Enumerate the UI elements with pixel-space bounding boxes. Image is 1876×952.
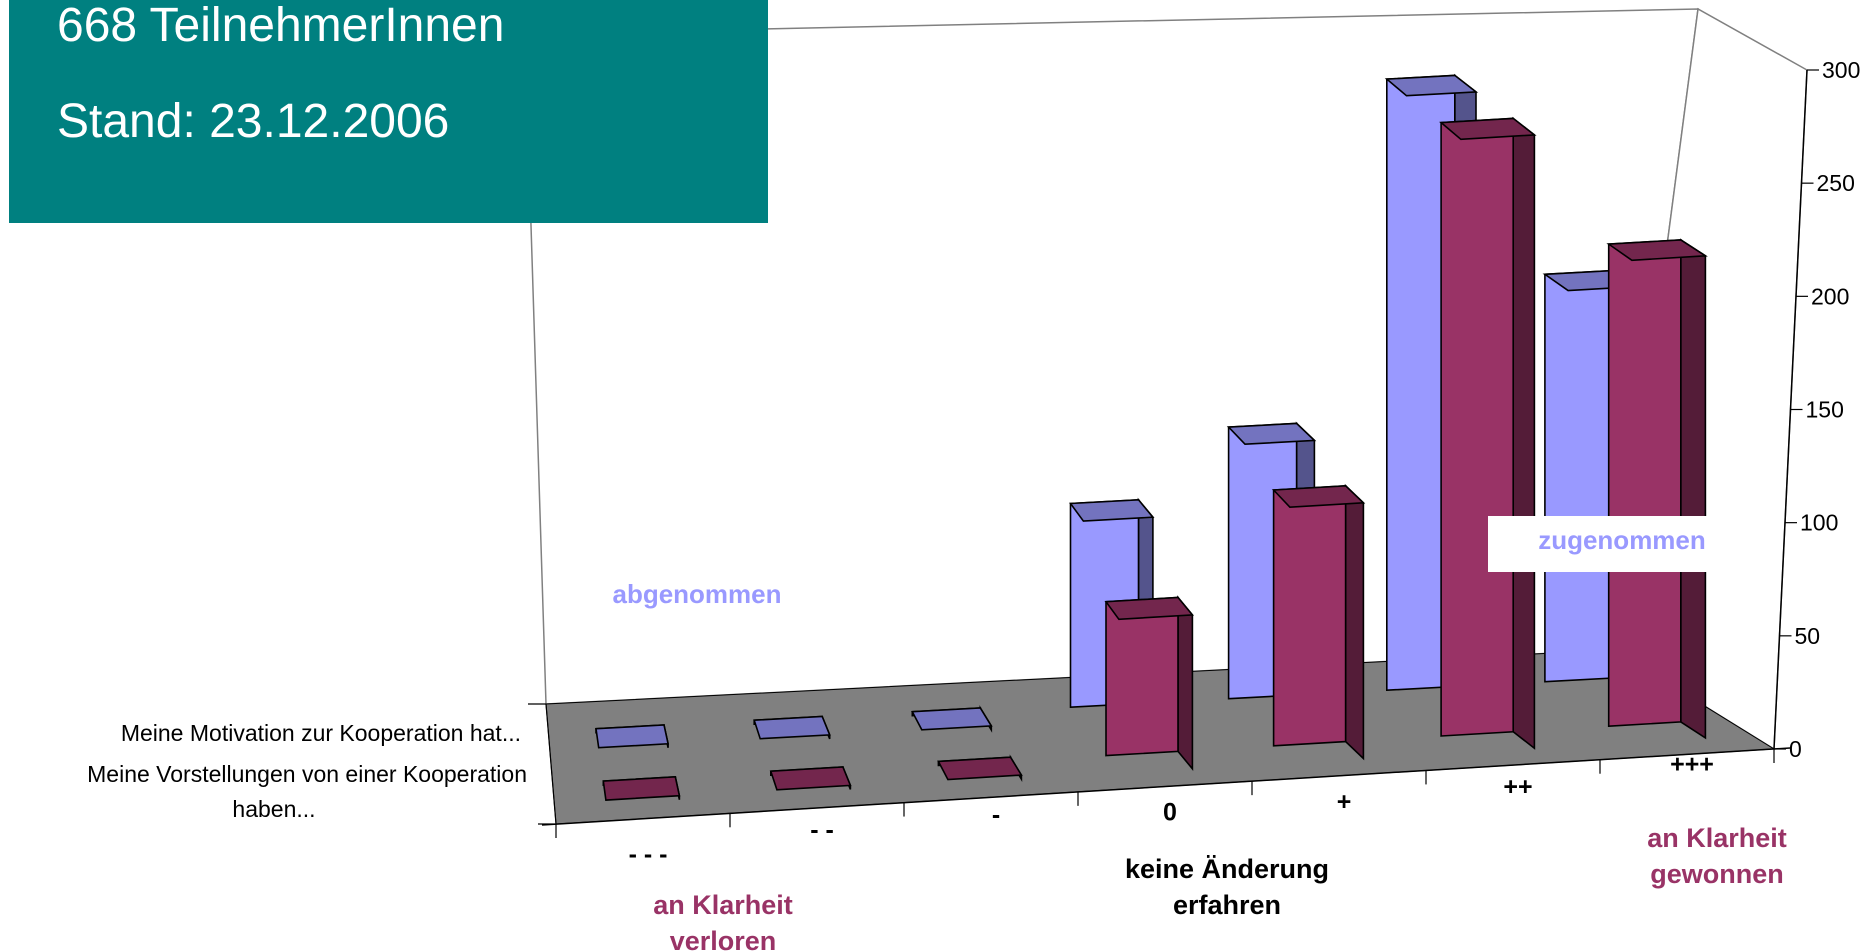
x-axis: - - -- -- 0 ++++++ (528, 703, 1791, 869)
series-label-motivation: Meine Motivation zur Kooperation hat... (121, 720, 521, 746)
bar-vorstellungen-2 (937, 754, 1023, 782)
y-tick-label-2: 100 (1800, 510, 1838, 536)
x-tick-label-3: 0 (1163, 799, 1177, 827)
y-tick-label-4: 200 (1811, 283, 1849, 309)
annotation-nochange-line2: erfahren (1173, 890, 1281, 920)
y-tick-label-5: 250 (1817, 170, 1855, 196)
bar-motivation-0 (595, 724, 670, 749)
annotation-zugenommen-bg (1488, 516, 1726, 572)
bar-motivation-1 (753, 715, 831, 740)
bar-vorstellungen-4 (1271, 483, 1366, 761)
bars (595, 73, 1708, 801)
bar-motivation-2 (911, 705, 993, 733)
x-tick-label-2: - (992, 801, 1000, 829)
y-tick-label-1: 50 (1795, 623, 1821, 649)
bar-vorstellungen-6 (1606, 238, 1708, 740)
labels: Meine Motivation zur Kooperation hat... … (87, 516, 1787, 952)
x-tick-label-5: ++ (1503, 773, 1532, 801)
y-tick-label-0: 0 (1789, 736, 1802, 762)
annotation-abgenommen: abgenommen (612, 579, 781, 609)
y-axis: 0 50 100 150 200 250 300 (1773, 57, 1860, 762)
bar-vorstellungen-1 (769, 766, 852, 791)
annotation-gained-line1: an Klarheit (1647, 823, 1787, 853)
depth-axis-line (545, 703, 557, 825)
bar-vorstellungen-0 (602, 775, 681, 801)
x-tick-label-4: + (1337, 788, 1352, 816)
annotation-lost-line2: verloren (670, 926, 777, 952)
bar-vorstellungen-3 (1104, 595, 1195, 772)
x-axis-line (541, 747, 1791, 826)
annotation-zugenommen: zugenommen (1538, 525, 1706, 555)
annotation-lost-line1: an Klarheit (653, 890, 793, 920)
status-date: Stand: 23.12.2006 (57, 95, 450, 148)
y-tick-label-6: 300 (1822, 57, 1860, 83)
series-label-vorstellungen-line1: Meine Vorstellungen von einer Kooperatio… (87, 761, 527, 787)
series-label-vorstellungen-line2: haben... (232, 796, 315, 822)
annotation-gained-line2: gewonnen (1650, 859, 1784, 889)
x-tick-label-1: - - (810, 816, 834, 844)
y-tick-label-3: 150 (1806, 397, 1844, 423)
x-tick-label-6: +++ (1670, 750, 1714, 778)
bar-vorstellungen-5 (1439, 116, 1537, 750)
annotation-nochange-line1: keine Änderung (1125, 854, 1329, 884)
x-tick-label-0: - - - (629, 841, 668, 869)
participants-count: 668 TeilnehmerInnen (57, 0, 505, 52)
header-box: 668 TeilnehmerInnen Stand: 23.12.2006 (9, 0, 768, 223)
